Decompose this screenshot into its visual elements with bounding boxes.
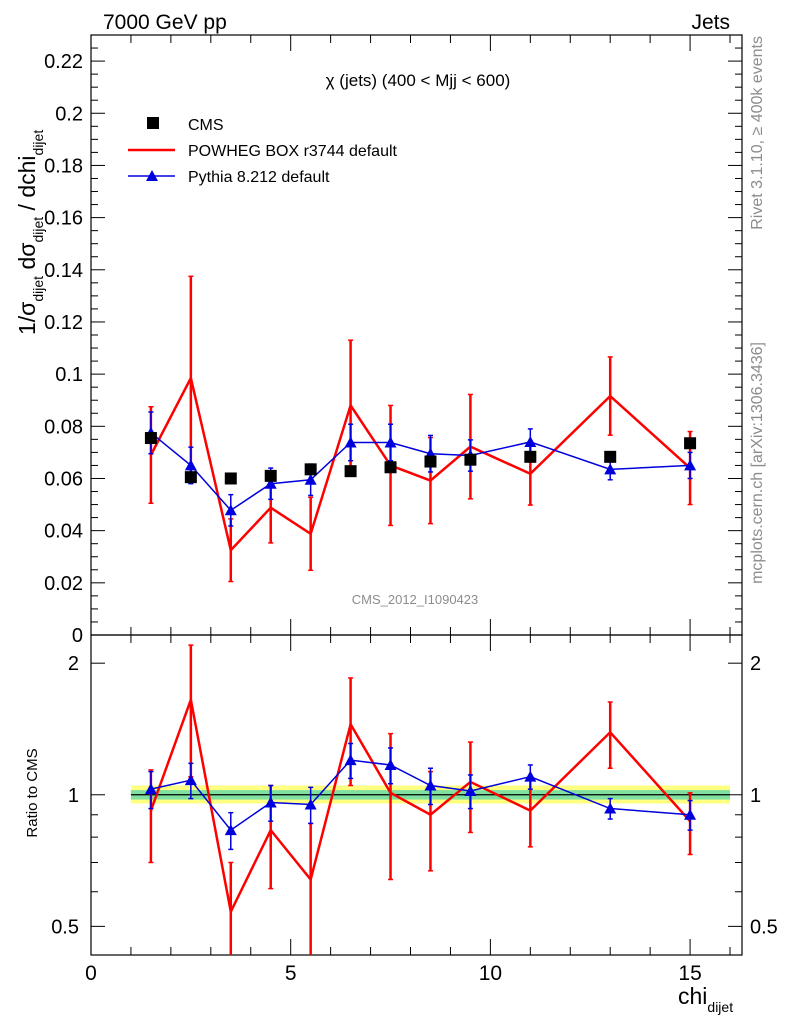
main-pythia-line	[150, 432, 691, 512]
main-y-axis-label-text: 1/σdijet dσdijet / dchidijet	[14, 130, 46, 335]
ratio-pythia-point	[304, 798, 317, 810]
main-cms-point	[684, 437, 697, 450]
header-energy-label: 7000 GeV pp	[103, 11, 227, 34]
main-plot-area: 0 0.02 0.04 0.06 0.08 0.1 0.12 0.14 0.16 0.18 0.2 0…	[44, 34, 743, 647]
main-y-tick-label: 0.12	[44, 312, 83, 334]
main-cms-point	[384, 461, 397, 474]
ratio-y-tick-label-right: 1	[750, 785, 761, 807]
ratio-pythia-point	[424, 779, 437, 791]
main-pythia-point	[524, 435, 537, 447]
main-cms-point	[144, 432, 157, 445]
main-y-tick-label: 0.02	[44, 573, 83, 595]
header-process-label: Jets	[691, 11, 730, 34]
main-y-tick-label: 0.1	[55, 364, 83, 386]
main-cms-point	[184, 471, 197, 484]
main-pythia-point	[684, 459, 697, 471]
ratio-pythia-point	[184, 774, 197, 786]
main-y-tick-label: 0.16	[44, 208, 83, 230]
main-cms-point	[344, 465, 357, 478]
ratio-pythia-point	[604, 802, 617, 814]
main-pythia-point	[304, 473, 317, 485]
ratio-pythia-line	[150, 759, 691, 832]
x-tick-label: 5	[285, 962, 297, 985]
x-tick-label: 0	[85, 962, 97, 985]
main-cms-point	[524, 450, 537, 463]
main-pythia-point	[344, 436, 357, 448]
main-powheg-line	[149, 374, 691, 553]
main-y-tick-label: 0.18	[44, 155, 83, 177]
main-y-tick-label: 0.08	[44, 416, 83, 438]
ratio-y-tick-label: 2	[68, 653, 79, 675]
main-cms-point	[464, 453, 477, 466]
ratio-y-tick-label: 1	[68, 785, 79, 807]
ratio-pythia-point	[524, 770, 537, 782]
ratio-pythia-point	[464, 785, 477, 797]
main-y-tick-label: 0	[72, 625, 83, 647]
ratio-pythia-point	[684, 808, 697, 820]
ratio-pythia-point	[384, 758, 397, 770]
ratio-y-tick-label: 0.5	[51, 916, 79, 938]
legend-pythia-label: Pythia 8.212 default	[188, 169, 330, 186]
main-pythia-point	[604, 463, 617, 475]
ratio-pythia-point	[224, 824, 237, 836]
ratio-y-tick-label-right: 0.5	[750, 916, 778, 938]
rivet-version-label: Rivet 3.1.10, ≥ 400k events	[749, 36, 766, 230]
ratio-powheg-line	[149, 694, 692, 916]
ratio-pythia-point	[344, 754, 357, 766]
mcplots-label: mcplots.cern.ch [arXiv:1306.3436]	[749, 342, 766, 584]
main-y-tick-label: 0.06	[44, 468, 83, 490]
x-tick-label: 15	[678, 962, 701, 985]
main-y-tick-label: 0.22	[44, 51, 83, 73]
main-y-tick-label: 0.14	[44, 260, 83, 282]
ratio-y-tick-label-right: 2	[750, 653, 761, 675]
main-y-tick-label: 0.04	[44, 521, 83, 543]
ratio-plot-area: 0 5 10 15 0.5 0.5 1 1 2 2	[51, 634, 778, 985]
main-y-axis-label: 1/σdijet dσdijet / dchidijet	[14, 130, 46, 335]
x-tick-label: 10	[479, 962, 502, 985]
main-y-tick-label: 0.2	[55, 103, 83, 125]
main-pythia-point	[264, 477, 277, 489]
main-plot-title: χ (jets) (400 < Mjj < 600)	[326, 71, 511, 90]
ratio-pythia-point	[144, 783, 157, 795]
main-cms-point	[604, 450, 617, 463]
legend-cms-label: CMS	[188, 117, 224, 134]
analysis-id-label: CMS_2012_I1090423	[352, 592, 479, 607]
main-pythia-point	[224, 504, 237, 516]
legend: CMS POWHEG BOX r3744 default Pythia 8.21…	[128, 117, 398, 186]
main-pythia-point	[184, 459, 197, 471]
main-cms-point	[264, 469, 277, 482]
legend-powheg-label: POWHEG BOX r3744 default	[188, 143, 398, 160]
legend-cms-marker	[147, 117, 159, 129]
ratio-pythia-point	[264, 796, 277, 808]
main-cms-point	[224, 472, 237, 485]
main-cms-point	[424, 455, 437, 468]
x-axis-label: chidijet	[678, 983, 733, 1015]
legend-pythia-marker	[146, 170, 158, 181]
main-cms-point	[304, 463, 317, 476]
main-pythia-point	[384, 436, 397, 448]
ratio-y-axis-label: Ratio to CMS	[24, 748, 41, 837]
